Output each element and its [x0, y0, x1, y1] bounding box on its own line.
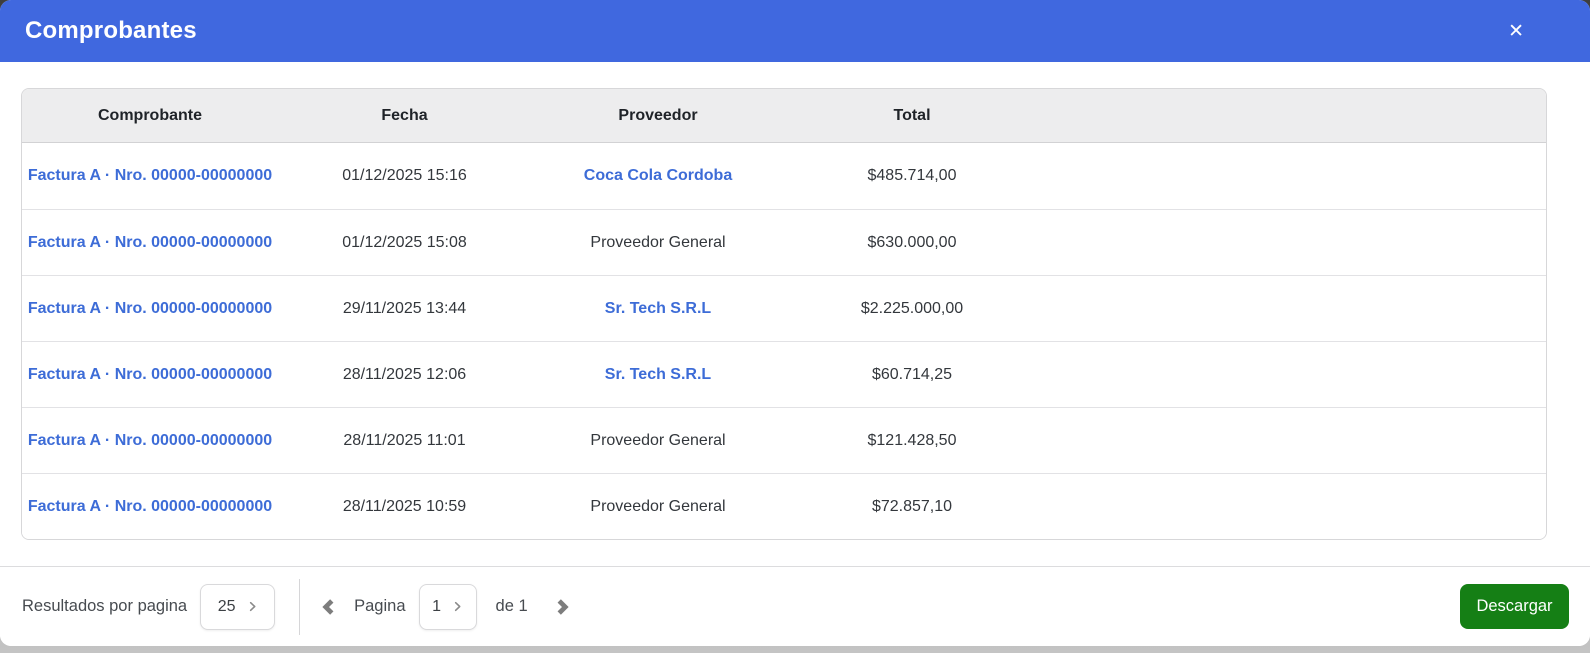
fecha-cell: 28/11/2025 10:59: [342, 497, 467, 515]
page-title: Comprobantes: [25, 17, 197, 44]
table-row: Factura A · Nro. 00000-00000000 28/11/20…: [22, 473, 1546, 539]
table-row: Factura A · Nro. 00000-00000000 28/11/20…: [22, 407, 1546, 473]
table-header-row: Comprobante Fecha Proveedor Total: [22, 89, 1546, 143]
chevron-right-icon: [247, 601, 258, 612]
previous-page-button[interactable]: [319, 596, 338, 618]
total-cell: $630.000,00: [867, 233, 957, 251]
fecha-cell: 28/11/2025 12:06: [342, 365, 467, 383]
total-cell: $121.428,50: [867, 431, 957, 449]
comprobante-link[interactable]: Factura A · Nro. 00000-00000000: [27, 365, 273, 383]
results-per-page-value: 25: [217, 597, 236, 615]
download-button[interactable]: Descargar: [1460, 584, 1569, 629]
modal-header: Comprobantes ✕: [0, 0, 1590, 62]
total-cell: $485.714,00: [867, 167, 957, 184]
proveedor-link[interactable]: Sr. Tech S.R.L: [604, 299, 712, 317]
chevron-right-icon: [452, 601, 463, 612]
comprobante-link[interactable]: Factura A · Nro. 00000-00000000: [27, 497, 273, 515]
chevron-right-bold-icon: [555, 598, 570, 616]
table-row: Factura A · Nro. 00000-00000000 28/11/20…: [22, 341, 1546, 407]
modal-footer: Resultados por pagina 25 Pagina 1 de 1: [0, 566, 1590, 646]
proveedor-link[interactable]: Coca Cola Cordoba: [583, 167, 733, 184]
column-header-proveedor: Proveedor: [618, 106, 698, 124]
page-total-label: de 1: [495, 597, 528, 615]
proveedor-text: Proveedor General: [590, 497, 726, 515]
fecha-cell: 01/12/2025 15:16: [342, 167, 467, 184]
comprobante-link[interactable]: Factura A · Nro. 00000-00000000: [27, 299, 273, 317]
page-label: Pagina: [354, 597, 406, 615]
page-select[interactable]: 1: [418, 583, 477, 630]
column-header-fecha: Fecha: [381, 106, 428, 124]
fecha-cell: 29/11/2025 13:44: [342, 299, 467, 317]
results-per-page-label: Resultados por pagina: [22, 597, 188, 615]
table-row: Factura A · Nro. 00000-00000000 29/11/20…: [22, 275, 1546, 341]
footer-divider: [299, 578, 301, 635]
comprobantes-table: Comprobante Fecha Proveedor Total Factur…: [21, 88, 1547, 540]
modal-body: Comprobante Fecha Proveedor Total Factur…: [0, 62, 1590, 566]
close-icon[interactable]: ✕: [1502, 16, 1530, 47]
table-row: Factura A · Nro. 00000-00000000 01/12/20…: [22, 209, 1546, 275]
proveedor-text: Proveedor General: [590, 431, 726, 449]
results-per-page-select[interactable]: 25: [200, 583, 276, 630]
proveedor-text: Proveedor General: [590, 233, 726, 251]
total-cell: $72.857,10: [871, 497, 953, 515]
column-header-comprobante: Comprobante: [98, 106, 202, 124]
proveedor-link[interactable]: Sr. Tech S.R.L: [604, 365, 712, 383]
chevron-left-icon: [321, 598, 336, 616]
total-cell: $60.714,25: [871, 365, 953, 383]
table-row: Factura A · Nro. 00000-00000000 01/12/20…: [22, 143, 1546, 209]
next-page-button[interactable]: [553, 596, 572, 618]
page-value: 1: [432, 597, 441, 615]
comprobante-link[interactable]: Factura A · Nro. 00000-00000000: [27, 167, 273, 184]
comprobante-link[interactable]: Factura A · Nro. 00000-00000000: [27, 431, 273, 449]
fecha-cell: 28/11/2025 11:01: [343, 431, 466, 449]
total-cell: $2.225.000,00: [860, 299, 964, 317]
fecha-cell: 01/12/2025 15:08: [342, 233, 467, 251]
column-header-total: Total: [893, 106, 931, 124]
comprobante-link[interactable]: Factura A · Nro. 00000-00000000: [27, 233, 273, 251]
